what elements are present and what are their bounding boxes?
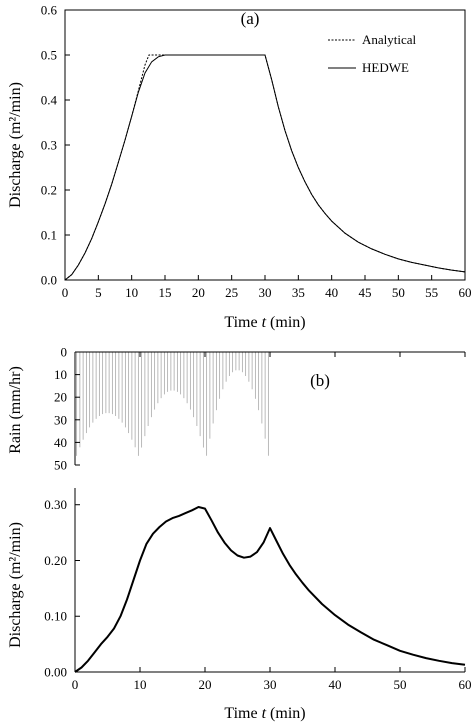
rain-y-tick-label: 20	[54, 390, 67, 405]
panel-a-x-tick-label: 15	[159, 285, 172, 300]
discharge-x-tick-label: 40	[329, 677, 342, 692]
panel-a-x-tick-label: 10	[125, 285, 138, 300]
panel-a-x-tick-label: 50	[392, 285, 405, 300]
discharge-x-tick-label: 50	[394, 677, 407, 692]
panel-a-frame	[64, 9, 466, 281]
discharge-x-tick-label: 20	[199, 677, 212, 692]
rain-y-tick-label: 40	[54, 435, 67, 450]
panel-a-y-tick-label: 0.5	[41, 48, 57, 63]
discharge-x-tick-label: 30	[264, 677, 277, 692]
discharge-x-tick-label: 0	[72, 677, 79, 692]
panel-a-x-tick-label: 60	[459, 285, 472, 300]
discharge-y-tick-label: 0.10	[44, 609, 67, 624]
panel-b-y-axis-label: Discharge (m²/min)	[7, 522, 24, 648]
panel-a-x-tick-label: 55	[425, 285, 438, 300]
panel-a-x-tick-label: 5	[95, 285, 102, 300]
discharge-series-line	[74, 506, 466, 673]
panel-b-discharge: 0 10 20 30 40 50 60 0.00 0.10 0.20 0.30 Time t (m…	[7, 488, 472, 722]
discharge-y-tick-label: 0.20	[44, 553, 67, 568]
discharge-y-tick-label: 0.00	[44, 665, 67, 680]
panel-a-y-tick-label: 0.4	[41, 93, 58, 108]
discharge-x-tick-label: 10	[134, 677, 147, 692]
panel-a-y-tick-label: 0.6	[41, 3, 58, 18]
panel-a-x-tick-label: 20	[192, 285, 205, 300]
rain-y-tick-label: 30	[54, 412, 67, 427]
panel-a-label: (a)	[241, 9, 260, 28]
rain-y-tick-label: 0	[61, 345, 68, 360]
panel-a-y-tick-label: 0.2	[41, 183, 57, 198]
panel-a-x-tick-label: 25	[225, 285, 238, 300]
panel-a-x-tick-label: 45	[359, 285, 372, 300]
panel-a-x-axis-label: Time t (min)	[224, 314, 305, 331]
panel-b-label: (b)	[310, 371, 330, 390]
panel-b-rainfall: 0 10 20 30 40 50 (b) Rain (mm/hr)	[7, 345, 466, 473]
panel-a-y-axis-label: Discharge (m²/min)	[7, 82, 24, 208]
legend-label-analytical: Analytical	[362, 32, 417, 47]
panel-a-x-tick-label: 40	[325, 285, 338, 300]
rain-y-axis-label: Rain (mm/hr)	[7, 366, 24, 454]
rain-y-tick-label: 50	[54, 458, 67, 473]
discharge-y-tick-label: 0.30	[44, 497, 67, 512]
panel-a-x-tick-label: 0	[62, 285, 69, 300]
panel-a-x-tick-label: 35	[292, 285, 305, 300]
legend-label-hedwe: HEDWE	[362, 60, 409, 75]
panel-a-x-tick-label: 30	[259, 285, 272, 300]
rain-y-tick-label: 10	[54, 367, 67, 382]
series-line-hedwe	[64, 54, 466, 281]
panel-a-hydrograph: 0 5 10 15 20 25 30 35 40 45 50 55 60 0.0 0.1 0.2 0.3 0.4…	[7, 3, 472, 332]
panel-a-y-tick-label: 0.1	[41, 228, 57, 243]
series-line-analytical	[64, 54, 466, 281]
discharge-x-tick-label: 60	[459, 677, 472, 692]
panel-b-x-axis-label: Time t (min)	[224, 705, 305, 722]
panel-a-y-tick-label: 0.0	[41, 273, 57, 288]
panel-a-y-tick-label: 0.3	[41, 138, 57, 153]
legend: Analytical HEDWE	[328, 32, 417, 75]
